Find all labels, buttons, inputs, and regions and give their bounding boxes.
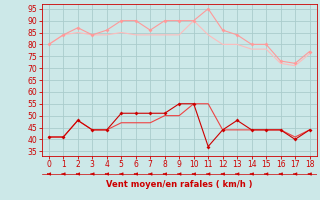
X-axis label: Vent moyen/en rafales ( km/h ): Vent moyen/en rafales ( km/h )	[106, 180, 252, 189]
